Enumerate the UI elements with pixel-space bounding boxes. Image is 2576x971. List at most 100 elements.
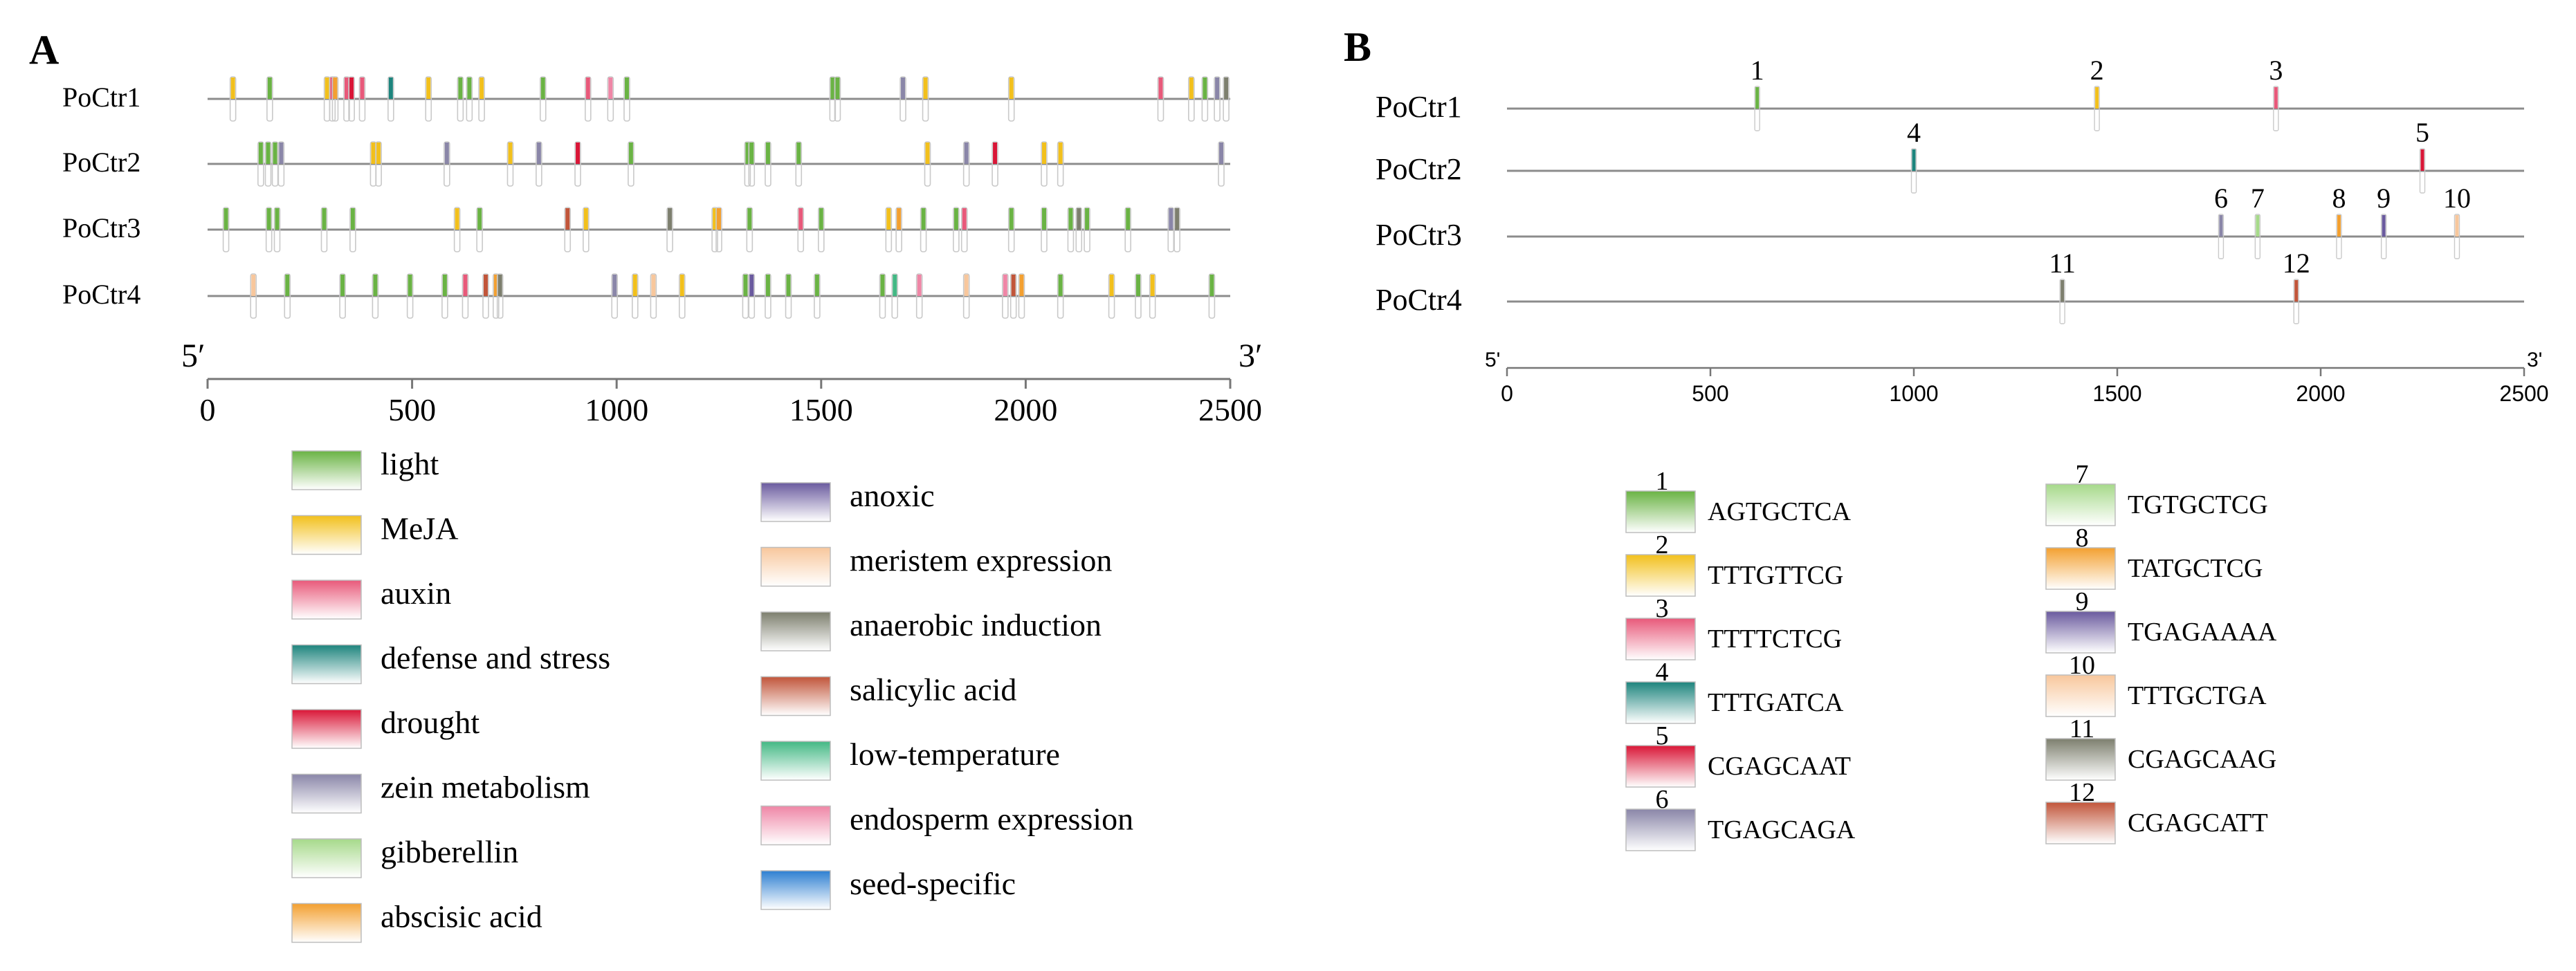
legend-item-light: light xyxy=(291,446,439,490)
motif-legend-item-8: 8 TATGCTCG xyxy=(2045,524,2263,590)
cis-element-meja xyxy=(632,273,639,319)
cis-element-light xyxy=(834,76,841,122)
legend-swatch xyxy=(291,644,362,685)
cis-element-anoxic xyxy=(748,273,756,319)
cis-element-light xyxy=(476,207,483,252)
cis-element-meja xyxy=(1057,141,1064,187)
cis-element-abscisic-acid xyxy=(1018,273,1025,319)
cis-element-defense-and-stress xyxy=(387,76,394,122)
gene-label: PoCtr2 xyxy=(1376,152,1462,186)
motif-swatch xyxy=(2045,611,2116,654)
cis-element-light xyxy=(273,207,281,252)
motif-number: 8 xyxy=(2076,524,2089,553)
cis-element-meja xyxy=(711,207,718,252)
legend-swatch xyxy=(760,805,831,846)
motif-site-number: 9 xyxy=(2377,183,2391,214)
legend-item-defense-and-stress: defense and stress xyxy=(291,640,610,685)
legend-label: zein metabolism xyxy=(381,770,590,805)
cis-element-meja xyxy=(425,76,432,122)
legend-label: drought xyxy=(381,705,479,740)
cis-element-light xyxy=(1067,207,1075,252)
legend-label: light xyxy=(381,446,439,481)
panel-a: A PoCtr1 PoCtr2 PoCtr3 PoCtr4 0 500 1000 1500 2… xyxy=(29,27,1263,943)
axis-tick-label: 0 xyxy=(200,392,216,427)
gene-label: PoCtr1 xyxy=(1376,90,1462,124)
axis-tick-label: 500 xyxy=(1692,381,1728,406)
three-prime-label: 3' xyxy=(2527,349,2542,371)
cis-element-endosperm-expression xyxy=(915,273,923,319)
motif-site-number: 6 xyxy=(2214,183,2228,214)
cis-element-meja xyxy=(924,141,931,187)
panel-a-legend: light MeJA auxin defense and stress drought z… xyxy=(291,446,1133,943)
motif-sequence: CGAGCATT xyxy=(2128,808,2268,838)
cis-element-light xyxy=(372,273,379,319)
legend-swatch xyxy=(291,580,362,620)
motif-number: 5 xyxy=(1656,721,1669,750)
motif-sequence: TTTGATCA xyxy=(1708,688,1844,717)
cis-element-light xyxy=(953,207,960,252)
motif-site-1: 1 xyxy=(1751,55,1764,131)
cis-element-endosperm-expression xyxy=(1002,273,1009,319)
legend-label: MeJA xyxy=(381,511,458,546)
motif-legend-item-1: 1 AGTGCTCA xyxy=(1625,467,1851,533)
cis-element-salicylic-acid xyxy=(564,207,572,252)
cis-element-anaerobic-induction xyxy=(496,273,504,319)
cis-element-drought xyxy=(348,76,355,122)
cis-element-light xyxy=(785,273,792,319)
cis-element-anaerobic-induction xyxy=(1173,207,1180,252)
cis-element-anaerobic-induction xyxy=(1075,207,1083,252)
cis-element-light xyxy=(879,273,886,319)
axis-tick-label: 1500 xyxy=(2092,381,2141,406)
axis-tick-label: 2000 xyxy=(2296,381,2345,406)
cis-element-light xyxy=(623,76,630,122)
cis-element-meja xyxy=(922,76,929,122)
cis-element-light xyxy=(222,207,230,252)
motif-sequence: TTTTCTCG xyxy=(1708,625,1842,654)
gene-track-poctr3: PoCtr3 xyxy=(62,207,1230,252)
gene-label: PoCtr3 xyxy=(1376,218,1462,252)
cis-element-zein-metabolism xyxy=(536,141,542,187)
legend-item-zein-metabolism: zein metabolism xyxy=(291,770,590,814)
cis-element-auxin xyxy=(585,76,592,122)
cis-element-light xyxy=(1041,207,1048,252)
motif-site-number: 11 xyxy=(2049,248,2076,279)
legend-label: defense and stress xyxy=(381,640,610,676)
motif-sequence: TTTGCTGA xyxy=(2128,681,2267,710)
legend-item-meja: MeJA xyxy=(291,511,458,555)
cis-element-light xyxy=(742,273,749,319)
cis-element-auxin xyxy=(1157,76,1164,122)
cis-element-auxin xyxy=(960,207,968,252)
cis-element-salicylic-acid xyxy=(482,273,489,319)
motif-swatch xyxy=(2045,738,2116,781)
cis-element-low-temperature xyxy=(891,273,899,319)
cis-element-light xyxy=(284,273,291,319)
gene-track-poctr3: PoCtr3 6 7 8 9 10 xyxy=(1376,183,2524,259)
motif-number: 12 xyxy=(2069,778,2095,807)
axis-tick-label: 2500 xyxy=(1198,392,1262,427)
cis-element-light xyxy=(1201,76,1209,122)
motif-site-2: 2 xyxy=(2090,55,2104,131)
motif-sequence: TGAGCAGA xyxy=(1708,815,1856,844)
legend-label: anoxic xyxy=(850,478,935,513)
cis-element-drought xyxy=(574,141,581,187)
motif-legend-item-6: 6 TGAGCAGA xyxy=(1625,785,1856,851)
motif-sequence: TGAGAAAA xyxy=(2128,618,2277,647)
cis-element-anaerobic-induction xyxy=(666,207,673,252)
cis-element-auxin xyxy=(462,273,469,319)
motif-site-number: 10 xyxy=(2443,183,2471,214)
cis-element-light xyxy=(920,207,927,252)
legend-label: salicylic acid xyxy=(850,672,1016,708)
cis-element-light xyxy=(746,207,753,252)
motif-site-6: 6 xyxy=(2214,183,2228,259)
motif-legend-item-7: 7 TGTGCTCG xyxy=(2045,460,2268,526)
cis-element-zein-metabolism xyxy=(962,141,970,187)
legend-swatch xyxy=(760,741,831,781)
motif-site-10: 10 xyxy=(2443,183,2471,259)
cis-element-abscisic-acid xyxy=(331,76,339,122)
motif-site-number: 3 xyxy=(2269,55,2283,86)
panel-a-label: A xyxy=(29,27,59,73)
motif-site-4: 4 xyxy=(1907,117,1921,194)
cis-element-meja xyxy=(323,76,331,122)
cis-element-light xyxy=(466,76,473,122)
